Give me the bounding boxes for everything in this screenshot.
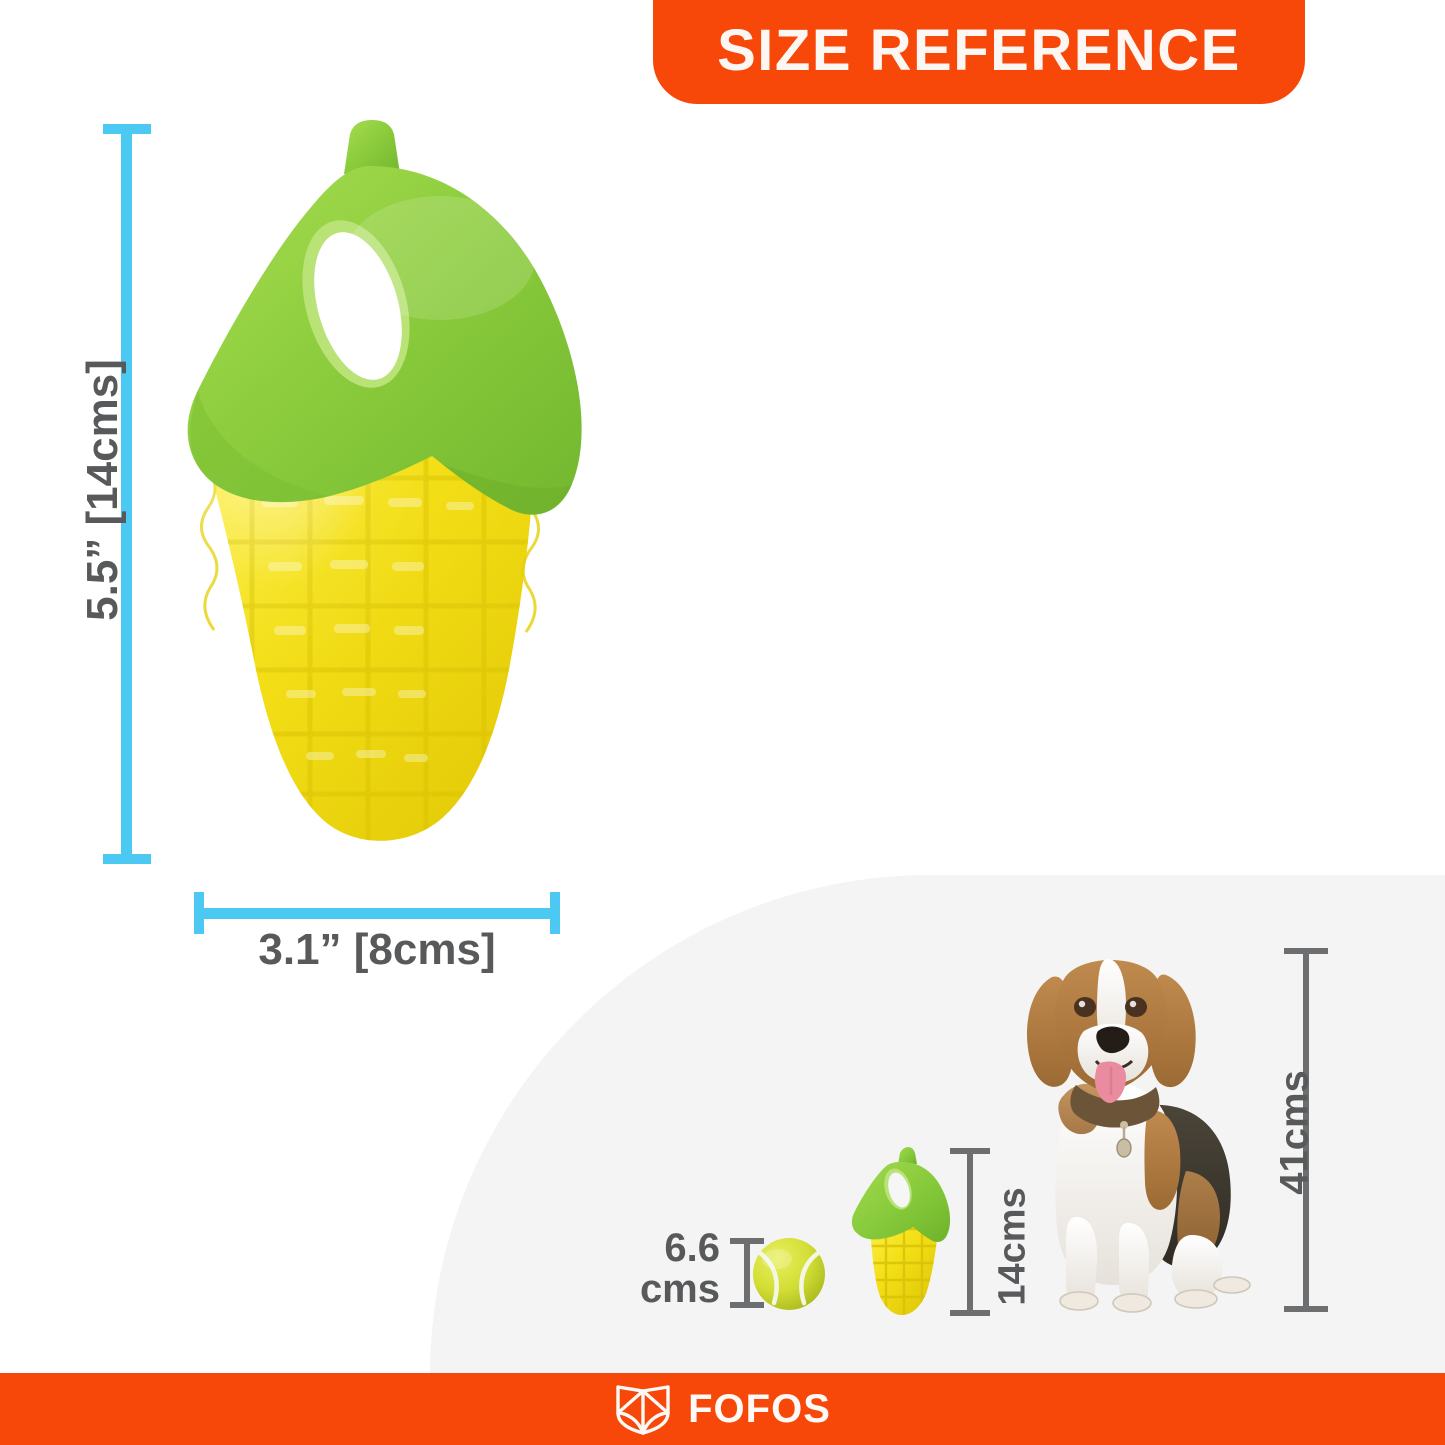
height-dimension-shaft — [121, 124, 132, 864]
tennis-ball-dimension-shaft — [744, 1238, 750, 1308]
page-title: SIZE REFERENCE — [717, 18, 1241, 83]
product-photo-corn-toy — [140, 118, 600, 866]
height-dimension-label: 5.5” [14cms] — [78, 359, 127, 621]
header-banner: SIZE REFERENCE — [653, 0, 1305, 104]
corn-toy-small-icon — [851, 1147, 951, 1315]
corn-toy-illustration — [187, 120, 582, 841]
height-dimension-bottom-cap — [103, 854, 151, 864]
dog-dimension-shaft — [1303, 948, 1309, 1312]
tennis-ball-dimension-bottom-cap — [730, 1302, 764, 1308]
corn-toy-dimension-shaft — [967, 1148, 973, 1316]
dog-dimension-bottom-cap — [1284, 1306, 1328, 1312]
width-dimension-shaft — [194, 908, 560, 919]
width-dimension-label: 3.1” [8cms] — [258, 925, 496, 974]
brand-name: FOFOS — [688, 1387, 831, 1431]
tennis-ball-size-label: 6.6 cms — [560, 1228, 720, 1310]
footer-bar: FOFOS — [0, 1373, 1445, 1445]
corn-toy-dimension-bottom-cap — [950, 1310, 990, 1316]
tennis-ball-size-value: 6.6 — [664, 1226, 720, 1270]
fox-head-logo-icon — [616, 1385, 670, 1435]
tennis-ball-size-unit: cms — [639, 1266, 720, 1311]
tennis-ball-icon — [753, 1238, 825, 1310]
dog-dimension-label: 41cms — [1272, 1070, 1317, 1195]
beagle-dog-photo — [1026, 959, 1251, 1313]
corn-kernel-body — [190, 348, 540, 841]
width-dimension-right-cap — [550, 892, 560, 934]
corn-husk-cap — [187, 120, 582, 515]
